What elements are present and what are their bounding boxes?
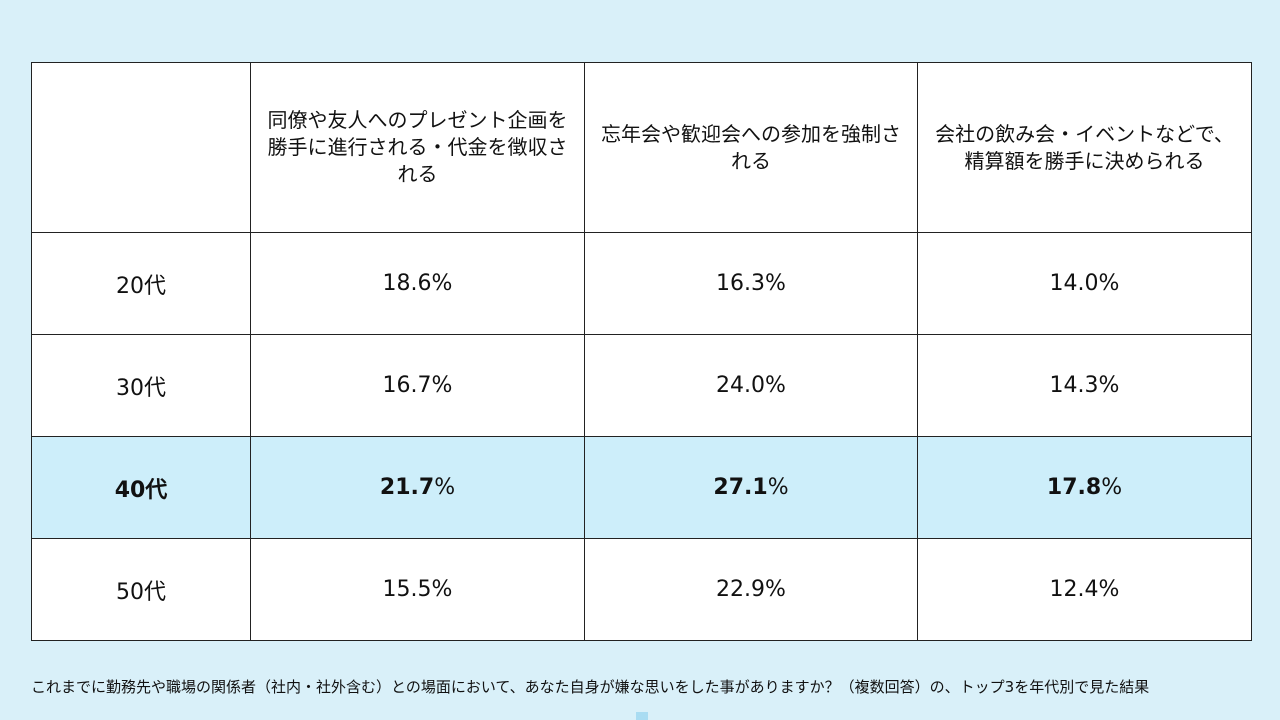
percentage-cell: 17.8% bbox=[917, 436, 1252, 539]
percentage-unit: % bbox=[431, 373, 453, 398]
percentage-unit: % bbox=[1098, 577, 1120, 602]
percentage-value: 16.3 bbox=[716, 271, 766, 296]
age-group-label: 30代 bbox=[31, 334, 251, 437]
header-cell-settlement-amount: 会社の飲み会・イベントなどで、精算額を勝手に決められる bbox=[917, 62, 1252, 233]
results-table-container: 同僚や友人へのプレゼント企画を勝手に進行される・代金を徴収される 忘年会や歓迎会… bbox=[31, 62, 1252, 641]
table-caption: これまでに勤務先や職場の関係者（社内・社外含む）との場面において、あなた自身が嫌… bbox=[31, 678, 1150, 696]
percentage-cell: 15.5% bbox=[250, 538, 585, 641]
table-row: 30代 16.7% 24.0% 14.3% bbox=[31, 334, 1252, 437]
percentage-unit: % bbox=[765, 271, 786, 296]
percentage-cell: 14.3% bbox=[917, 334, 1252, 437]
header-cell-corner bbox=[31, 62, 251, 233]
percentage-value: 18.6 bbox=[382, 271, 432, 296]
percentage-cell: 21.7% bbox=[250, 436, 585, 539]
percentage-value: 21.7 bbox=[379, 475, 435, 500]
percentage-unit: % bbox=[1098, 373, 1120, 398]
percentage-value: 15.5 bbox=[382, 577, 432, 602]
table-row: 50代 15.5% 22.9% 12.4% bbox=[31, 538, 1252, 641]
percentage-value: 12.4 bbox=[1049, 577, 1099, 602]
results-table: 同僚や友人へのプレゼント企画を勝手に進行される・代金を徴収される 忘年会や歓迎会… bbox=[31, 62, 1252, 641]
percentage-cell: 24.0% bbox=[584, 334, 918, 437]
percentage-cell: 18.6% bbox=[250, 232, 585, 335]
table-row: 40代 21.7% 27.1% 17.8% bbox=[31, 436, 1252, 539]
percentage-value: 14.0 bbox=[1049, 271, 1099, 296]
age-group-label: 20代 bbox=[31, 232, 251, 335]
percentage-cell: 16.3% bbox=[584, 232, 918, 335]
percentage-value: 24.0 bbox=[716, 373, 766, 398]
percentage-cell: 16.7% bbox=[250, 334, 585, 437]
percentage-value: 22.9 bbox=[716, 577, 766, 602]
percentage-cell: 12.4% bbox=[917, 538, 1252, 641]
age-group-label: 40代 bbox=[31, 436, 251, 539]
table-body: 20代 18.6% 16.3% 14.0% 30代 16.7% 24.0% 14.3% 40代 2… bbox=[31, 232, 1252, 641]
percentage-unit: % bbox=[431, 577, 453, 602]
percentage-unit: % bbox=[431, 271, 453, 296]
percentage-cell: 14.0% bbox=[917, 232, 1252, 335]
percentage-value: 14.3 bbox=[1049, 373, 1099, 398]
percentage-value: 17.8 bbox=[1046, 475, 1102, 500]
age-group-label: 50代 bbox=[31, 538, 251, 641]
header-cell-present-planning: 同僚や友人へのプレゼント企画を勝手に進行される・代金を徴収される bbox=[250, 62, 585, 233]
percentage-unit: % bbox=[1101, 475, 1123, 500]
slide-indicator bbox=[636, 712, 648, 720]
percentage-cell: 22.9% bbox=[584, 538, 918, 641]
percentage-value: 16.7 bbox=[382, 373, 432, 398]
percentage-unit: % bbox=[434, 475, 456, 500]
percentage-unit: % bbox=[767, 475, 789, 500]
percentage-unit: % bbox=[765, 577, 786, 602]
percentage-unit: % bbox=[765, 373, 786, 398]
header-cell-forced-attendance: 忘年会や歓迎会への参加を強制される bbox=[584, 62, 918, 233]
header-row: 同僚や友人へのプレゼント企画を勝手に進行される・代金を徴収される 忘年会や歓迎会… bbox=[31, 62, 1252, 233]
table-row: 20代 18.6% 16.3% 14.0% bbox=[31, 232, 1252, 335]
percentage-value: 27.1 bbox=[713, 475, 768, 500]
percentage-cell: 27.1% bbox=[584, 436, 918, 539]
percentage-unit: % bbox=[1098, 271, 1120, 296]
